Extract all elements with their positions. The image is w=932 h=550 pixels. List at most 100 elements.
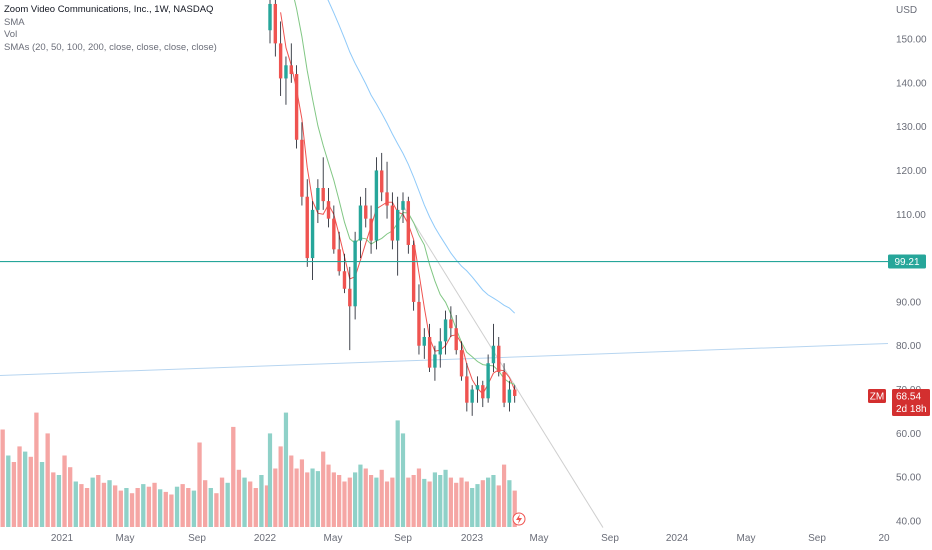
sma-100-line [327,0,516,314]
candle [406,201,411,245]
volume-bar [384,481,390,527]
volume-bar [315,471,320,527]
candle [422,336,426,346]
candle [417,301,421,346]
volume-bar [113,485,118,527]
volume-bar [363,468,368,527]
volume-bar [448,477,453,527]
candle [353,240,357,307]
volume-bar [163,491,168,527]
x-tick-label: 2023 [461,533,484,544]
volume-bar [273,468,278,527]
volume-bar [90,477,95,527]
y-tick-label: 140.00 [896,78,927,89]
candle [374,170,379,241]
candle [470,389,474,403]
candle [284,65,288,79]
volume-bar [174,486,180,527]
volume-bar [512,490,517,527]
volume-bar [353,472,358,527]
currency-label: USD [896,5,917,16]
volume-bar [470,488,475,527]
candle [289,65,293,75]
volume-bar [118,490,123,527]
candle [300,139,304,197]
volume-bar [379,469,384,527]
volume-bar [342,481,347,527]
candle [486,363,490,399]
x-tick-label: May [530,533,549,544]
volume-bar [135,488,140,527]
candle [332,218,336,250]
candle [497,345,501,373]
x-tick-label: 20 [878,533,890,544]
y-tick-label: 80.00 [896,341,921,352]
candle [278,43,283,79]
candle [465,376,469,403]
volume-bar [197,442,202,527]
volume-bar [45,433,50,527]
candle [433,354,437,368]
candle [459,350,464,377]
volume-bar [141,484,146,527]
volume-bar [368,475,374,527]
volume-bar [158,489,163,527]
volume-bar [395,420,400,527]
volume-bar [51,472,56,527]
volume-bar [56,475,62,527]
volume-bar [475,484,480,527]
candle [449,319,453,329]
candle [411,244,416,302]
candle [268,3,272,31]
candle [326,201,331,219]
candle [454,328,458,351]
volume-bar [28,456,33,527]
lightning-glyph [516,514,522,524]
candle [294,74,299,140]
volume-bar [248,481,253,527]
volume-bar [253,488,258,527]
candle [358,205,363,241]
hline-price-badge [888,254,926,269]
volume-bar [480,480,485,527]
legend-vol: Vol [4,29,18,40]
x-tick-label: 2024 [666,533,689,544]
candle [481,385,485,399]
candle [305,196,309,259]
volume-bar [507,480,512,527]
candle [348,288,352,307]
y-tick-label: 120.00 [896,166,927,177]
trendlines [0,205,889,528]
rising-trendline [0,343,889,377]
x-tick-label: Sep [601,533,619,544]
candle [364,205,368,219]
symbol-text: ZM [870,391,884,402]
hline-price-text: 99.21 [894,257,919,268]
volume-bar [6,455,11,527]
volume-bar [374,477,379,527]
candle [380,170,384,193]
volume-bar [73,481,78,527]
price-badges: 99.21 ZM 68.54 2d 18h [512,254,930,526]
volume-bar [427,481,432,527]
candle [369,218,373,241]
volume-bar [305,472,310,527]
x-tick-label: 2022 [254,533,277,544]
volume-bar [191,490,197,527]
volume-bar [203,480,208,527]
volume-bar [289,455,294,527]
volume-bar [283,412,289,527]
volume-bar [169,494,174,527]
last-price-text: 68.54 [896,391,921,402]
volume-bar [107,480,112,527]
volume-bar [496,485,501,527]
candle [491,345,496,364]
volume-bar [422,478,427,527]
candle [395,209,400,241]
volume-bar [406,477,411,527]
candle [443,319,448,342]
volume-bar [337,475,342,527]
volume-bar [459,477,464,527]
x-tick-label: May [116,533,135,544]
